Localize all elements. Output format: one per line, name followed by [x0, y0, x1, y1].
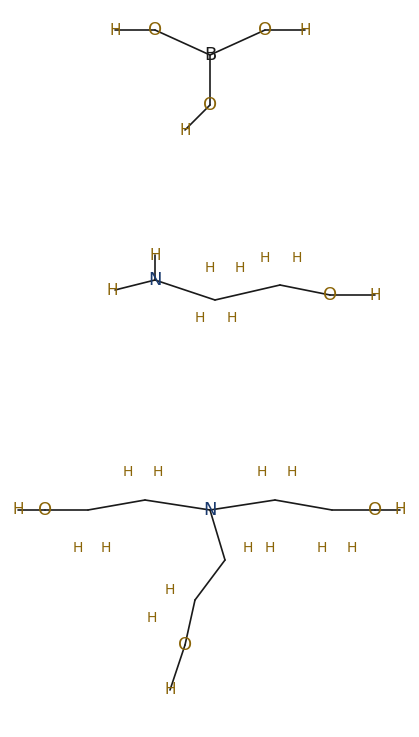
Text: N: N — [148, 271, 162, 289]
Text: H: H — [147, 611, 157, 625]
Text: O: O — [323, 286, 337, 304]
Text: H: H — [109, 23, 121, 38]
Text: H: H — [260, 251, 270, 265]
Text: O: O — [38, 501, 52, 519]
Text: H: H — [153, 465, 163, 479]
Text: H: H — [106, 282, 118, 298]
Text: H: H — [394, 503, 406, 517]
Text: H: H — [195, 311, 205, 325]
Text: H: H — [292, 251, 302, 265]
Text: H: H — [257, 465, 267, 479]
Text: H: H — [369, 287, 381, 302]
Text: H: H — [235, 261, 245, 275]
Text: H: H — [123, 465, 133, 479]
Text: H: H — [73, 541, 83, 555]
Text: H: H — [149, 248, 161, 262]
Text: H: H — [227, 311, 237, 325]
Text: H: H — [179, 122, 191, 138]
Text: H: H — [287, 465, 297, 479]
Text: O: O — [368, 501, 382, 519]
Text: B: B — [204, 46, 216, 64]
Text: O: O — [178, 636, 192, 654]
Text: H: H — [165, 583, 175, 597]
Text: O: O — [258, 21, 272, 39]
Text: O: O — [148, 21, 162, 39]
Text: H: H — [265, 541, 275, 555]
Text: H: H — [12, 503, 24, 517]
Text: O: O — [203, 96, 217, 114]
Text: H: H — [243, 541, 253, 555]
Text: H: H — [299, 23, 311, 38]
Text: N: N — [203, 501, 217, 519]
Text: H: H — [347, 541, 357, 555]
Text: H: H — [164, 682, 176, 697]
Text: H: H — [205, 261, 215, 275]
Text: H: H — [101, 541, 111, 555]
Text: H: H — [317, 541, 327, 555]
